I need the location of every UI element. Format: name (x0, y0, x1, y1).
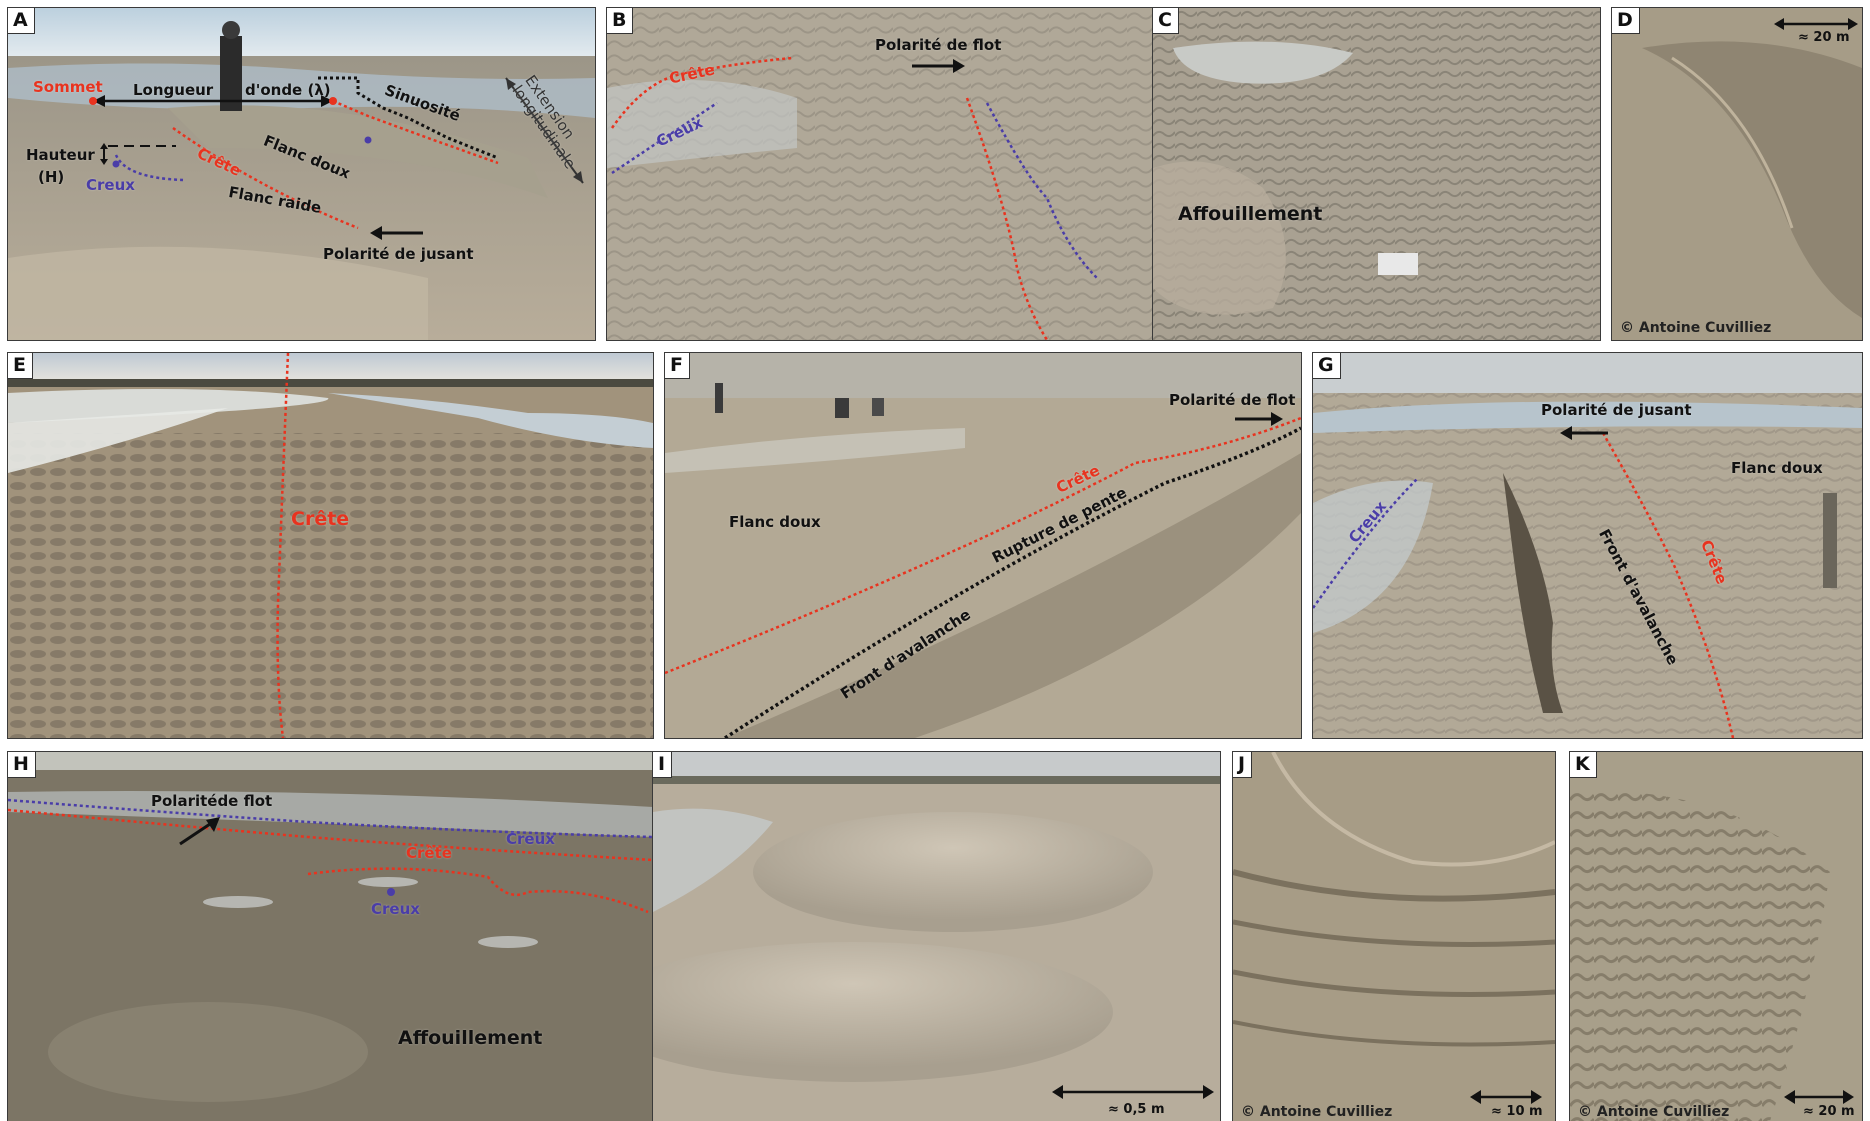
scale-bar-i (1052, 1085, 1214, 1099)
polarite-flot-label: Polarité de flot (875, 36, 1002, 54)
flanc-doux-label: Flanc doux (1731, 459, 1823, 477)
polarite-jusant-label: Polarité de jusant (323, 245, 474, 263)
photo-a (8, 8, 595, 340)
panel-label: G (1313, 353, 1341, 379)
creux-mid-label: Creux (371, 900, 420, 918)
annotation-overlay-b (610, 56, 1098, 340)
h-label: (H) (38, 168, 65, 186)
affouillement-label: Affouillement (398, 1027, 543, 1049)
scale-bar-j (1470, 1090, 1542, 1104)
annotation-overlay-e (276, 353, 290, 738)
photo-h (8, 752, 653, 1121)
panel-b: B Polarité de flot Crête Creux (606, 7, 1154, 341)
panel-h: H Polaritéde flot Creux Crête Creux Affo… (7, 751, 654, 1121)
scale-bar-d (1774, 18, 1858, 30)
longueur-label: Longueur (133, 81, 214, 99)
annotation-overlay-f (665, 412, 1301, 738)
photo-j (1233, 752, 1555, 1121)
photo-g (1313, 353, 1862, 738)
photo-c (1153, 8, 1600, 340)
affouillement-label: Affouillement (1178, 203, 1323, 225)
panel-a: A Sommet Longueur d'onde (λ) Sinuosité E… (7, 7, 596, 341)
photo-d (1612, 8, 1862, 340)
polarite-flot-label: Polarité de flot (1169, 391, 1296, 409)
panel-c: C Affouillement (1152, 7, 1601, 341)
scale-label: ≈ 0,5 m (1108, 1102, 1165, 1117)
scale-label: ≈ 20 m (1798, 30, 1850, 45)
panel-label: H (8, 752, 36, 778)
photo-i (653, 752, 1220, 1121)
credit-label: © Antoine Cuvilliez (1620, 320, 1772, 336)
panel-i: I ≈ 0,5 m (652, 751, 1221, 1121)
panel-f: F Polarité de flot Crête Flanc doux Rupt… (664, 352, 1302, 739)
creux-top-label: Creux (506, 830, 555, 848)
creux-label: Creux (86, 176, 135, 194)
photo-e (8, 353, 653, 738)
panel-j: J © Antoine Cuvilliez ≈ 10 m (1232, 751, 1556, 1121)
panel-label: D (1612, 8, 1640, 34)
polarite-flot-label: Polaritéde flot (151, 792, 273, 810)
polarite-jusant-label: Polarité de jusant (1541, 401, 1692, 419)
photo-k (1570, 752, 1862, 1121)
panel-label: E (8, 353, 33, 379)
crete-label: Crête (406, 844, 452, 862)
credit-label: © Antoine Cuvilliez (1578, 1104, 1730, 1120)
panel-label: K (1570, 752, 1597, 778)
photo-f (665, 353, 1301, 738)
scale-label: ≈ 20 m (1803, 1104, 1855, 1119)
panel-label: F (665, 353, 690, 379)
panel-label: C (1153, 8, 1179, 34)
panel-k: K © Antoine Cuvilliez ≈ 20 m (1569, 751, 1863, 1121)
panel-label: A (8, 8, 35, 34)
scale-bar-k (1784, 1090, 1854, 1104)
panel-g: G Polarité de jusant Flanc doux Creux Fr… (1312, 352, 1863, 739)
annotation-overlay-a (89, 76, 584, 240)
crete-label: Crête (291, 508, 350, 530)
flanc-doux-label: Flanc doux (729, 513, 821, 531)
onde-label: d'onde (λ) (245, 81, 331, 99)
panel-label: J (1233, 752, 1253, 778)
panel-d: D ≈ 20 m © Antoine Cuvilliez (1611, 7, 1863, 341)
annotation-overlay-h (8, 798, 653, 914)
annotation-overlay-g (1313, 426, 1735, 738)
panel-label: I (653, 752, 673, 778)
hauteur-label: Hauteur (26, 146, 95, 164)
panel-e: E Crête (7, 352, 654, 739)
credit-label: © Antoine Cuvilliez (1241, 1104, 1393, 1120)
sommet-label: Sommet (33, 78, 103, 96)
panel-label: B (607, 8, 634, 34)
scale-label: ≈ 10 m (1491, 1104, 1543, 1119)
